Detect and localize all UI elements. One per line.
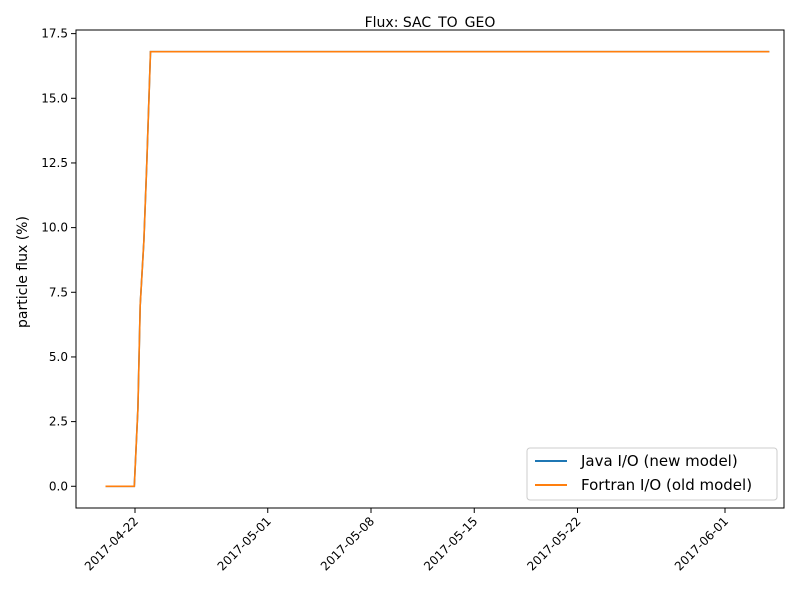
x-tick-label: 2017-04-22 (82, 514, 141, 573)
x-tick-label: 2017-06-01 (672, 514, 731, 573)
series-line-1 (105, 50, 770, 488)
y-axis: 0.0 2.5 5.0 7.5 10.0 12.5 15.0 17.5 (41, 27, 76, 493)
legend-label-0: Java I/O (new model) (580, 452, 738, 470)
y-tick-label: 7.5 (49, 285, 68, 299)
y-axis-label: particle flux (%) (15, 216, 31, 328)
plot-frame (75, 29, 785, 509)
legend-label-1: Fortran I/O (old model) (581, 476, 752, 494)
x-tick-label: 2017-05-15 (421, 514, 480, 573)
chart-title: Flux: SAC_TO_GEO (365, 15, 496, 31)
legend-box (526, 447, 778, 501)
y-tick-label: 0.0 (49, 479, 68, 493)
y-tick-label: 2.5 (49, 415, 68, 429)
y-tick-label: 10.0 (41, 221, 68, 235)
y-tick-label: 12.5 (41, 156, 68, 170)
y-tick-label: 17.5 (41, 27, 68, 41)
x-tick-label: 2017-05-22 (524, 514, 583, 573)
x-axis: 2017-04-22 2017-05-01 2017-05-08 2017-05-15… (82, 508, 731, 573)
y-tick-label: 5.0 (49, 350, 68, 364)
series-line-0 (105, 50, 770, 488)
x-tick-label: 2017-05-01 (215, 514, 274, 573)
series-layer (105, 50, 770, 488)
legend: Java I/O (new model) Fortran I/O (old mod… (526, 447, 778, 501)
x-tick-label: 2017-05-08 (318, 514, 377, 573)
y-tick-label: 15.0 (41, 91, 68, 105)
